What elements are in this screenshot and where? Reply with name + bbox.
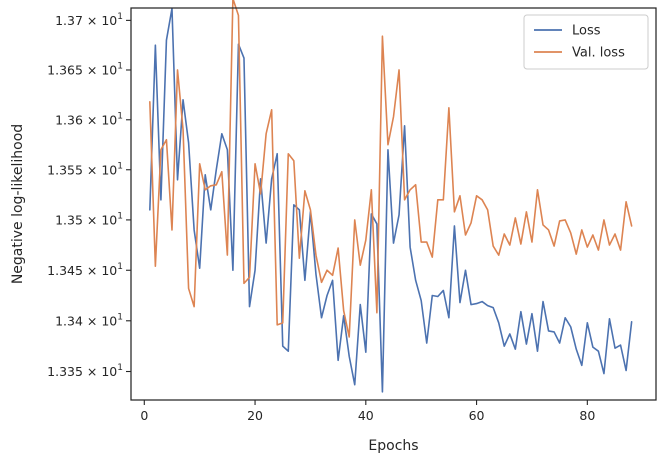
plot-background <box>131 8 656 400</box>
x-axis: 0 20 40 60 80 <box>140 400 595 423</box>
y-tick-label: 1.35 × 101 <box>55 211 123 227</box>
series-line-1 <box>149 7 633 393</box>
series-layer <box>149 0 633 393</box>
y-tick-label: 1.345 × 101 <box>47 262 123 278</box>
legend-label-1: Loss <box>572 24 601 39</box>
x-tick-label: 40 <box>358 408 374 423</box>
x-tick-label: 60 <box>469 408 485 423</box>
x-tick-label: 0 <box>140 408 148 423</box>
series-line-2 <box>149 0 633 338</box>
legend-box <box>523 14 649 70</box>
y-axis: 1.335 × 101 1.34 × 101 1.345 × 101 1.35 × 1… <box>47 12 131 379</box>
y-axis-label: Negative log-likelihood <box>10 124 26 284</box>
legend-label-2: Val. loss <box>572 46 625 61</box>
y-tick-label: 1.37 × 101 <box>55 12 123 28</box>
x-axis-label: Epochs <box>368 438 418 454</box>
x-tick-label: 80 <box>579 408 595 423</box>
y-tick-label: 1.34 × 101 <box>55 312 123 328</box>
x-tick-label: 20 <box>247 408 263 423</box>
legend: Loss Val. loss <box>523 14 649 70</box>
y-tick-label: 1.365 × 101 <box>47 61 123 77</box>
y-tick-label: 1.36 × 101 <box>55 111 123 127</box>
y-tick-label: 1.335 × 101 <box>47 363 123 379</box>
y-tick-label: 1.355 × 101 <box>47 161 123 177</box>
plot-frame <box>130 7 657 401</box>
